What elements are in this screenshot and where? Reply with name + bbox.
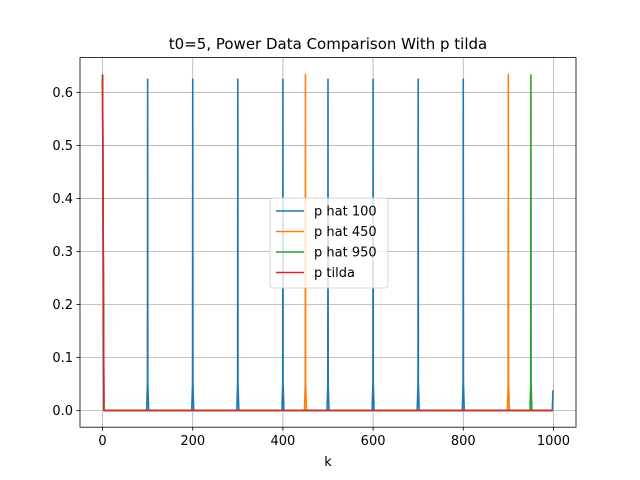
x-tick-label: 400 (270, 434, 295, 449)
x-tick-label: 800 (451, 434, 476, 449)
ticks: 0 200 400 600 800 1000 0.0 0.1 0.2 0.3 0.4 0.5 0.6 (52, 86, 570, 449)
y-tick-label: 0.0 (52, 404, 73, 419)
series-line-p-tilda (101, 74, 553, 412)
legend-label: p hat 450 (314, 225, 377, 240)
x-tick-label: 200 (180, 434, 205, 449)
y-tick-label: 0.5 (52, 139, 73, 154)
legend-label: p tilda (314, 266, 355, 281)
series-group (101, 73, 554, 412)
y-tick-label: 0.3 (52, 245, 73, 260)
x-tick-label: 600 (361, 434, 386, 449)
x-axis-label: k (324, 455, 332, 470)
y-tick-label: 0.2 (52, 298, 73, 313)
axes-frame (79, 57, 577, 428)
legend: p hat 100 p hat 450 p hat 950 p tilda (269, 197, 389, 289)
x-tick-label: 0 (98, 434, 106, 449)
x-tick-label: 1000 (537, 434, 570, 449)
legend-box (269, 197, 389, 289)
legend-label: p hat 950 (314, 246, 377, 261)
y-tick-label: 0.1 (52, 351, 73, 366)
y-tick-label: 0.4 (52, 192, 73, 207)
y-tick-label: 0.6 (52, 86, 73, 101)
chart-title: t0=5, Power Data Comparison With p tilda (169, 35, 487, 53)
legend-label: p hat 100 (314, 205, 377, 220)
